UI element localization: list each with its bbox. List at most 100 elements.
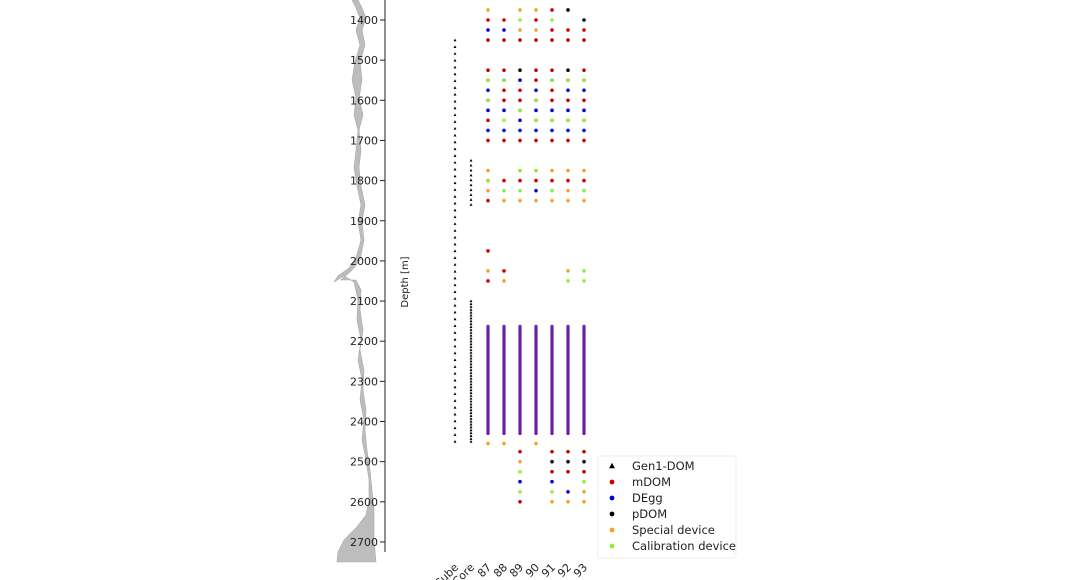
gen1-dom-marker <box>469 402 473 406</box>
calibration-device-marker <box>518 489 522 494</box>
device-point-layer <box>486 8 586 504</box>
calibration-device-marker <box>550 18 554 22</box>
y-axis-ticks: 1400 1500 1600 1700 1800 1900 2000 2100 2200 2300… <box>350 14 385 549</box>
degg-marker <box>518 118 522 123</box>
legend-marker <box>609 495 615 501</box>
y-tick-label: 1600 <box>350 94 378 107</box>
mdom-marker <box>518 38 522 42</box>
legend: Gen1-DOM mDOM DEgg pDOM Special device Calibr… <box>597 455 737 559</box>
gen1-dom-marker <box>453 181 457 185</box>
mdom-marker <box>518 500 522 504</box>
calibration-device-marker <box>534 98 538 103</box>
gen1-dom-marker <box>453 160 457 164</box>
legend-label: Special device <box>632 523 715 537</box>
calibration-device-marker <box>582 279 586 283</box>
gen1-dom-marker <box>469 163 473 167</box>
mdom-marker <box>502 68 506 72</box>
y-tick-label: 2300 <box>350 375 378 388</box>
y-tick-label: 2200 <box>350 335 378 348</box>
gen1-dom-marker <box>453 269 457 273</box>
gen1-dom-marker <box>453 412 457 416</box>
gen1-dom-marker <box>453 86 457 89</box>
calibration-device-marker <box>550 188 554 193</box>
gen1-dom-marker <box>453 167 457 171</box>
mdom-marker <box>582 68 586 72</box>
gen1-dom-marker <box>469 305 473 308</box>
gen1-dom-marker <box>469 319 473 323</box>
gen1-dom-marker <box>469 362 473 366</box>
calibration-device-marker <box>582 118 586 123</box>
gen1-dom-marker <box>469 322 473 326</box>
gen1-dom-marker <box>469 376 473 380</box>
y-tick-label: 2600 <box>350 496 378 509</box>
mdom-marker <box>518 178 522 183</box>
mdom-marker <box>534 78 538 83</box>
calibration-device-marker <box>486 78 490 83</box>
degg-marker <box>566 489 570 494</box>
pdom-marker <box>566 459 570 464</box>
degg-marker <box>550 108 554 113</box>
calibration-device-marker <box>518 18 522 22</box>
gen1-dom-marker <box>469 328 473 331</box>
y-tick-label: 1500 <box>350 54 378 67</box>
y-tick-label: 1900 <box>350 215 378 228</box>
mdom-marker <box>502 18 506 22</box>
mdom-marker <box>486 68 490 72</box>
mdom-marker <box>582 449 586 454</box>
gen1-dom-marker <box>453 337 457 341</box>
degg-marker <box>534 108 538 113</box>
legend-marker <box>609 543 615 549</box>
special-device-marker <box>486 8 490 12</box>
calibration-device-marker <box>534 118 538 123</box>
gen1-dom-marker <box>453 106 457 110</box>
calibration-device-marker <box>534 168 538 173</box>
special-device-marker <box>486 168 490 173</box>
degg-marker <box>582 108 586 113</box>
mdom-marker <box>582 28 586 32</box>
gen1-dom-marker <box>453 38 457 42</box>
legend-label: pDOM <box>632 507 667 521</box>
special-device-marker <box>518 459 522 464</box>
mdom-marker <box>566 178 570 183</box>
gen1-dom-marker <box>469 325 473 328</box>
mdom-marker <box>550 88 554 93</box>
gen1-dom-marker <box>453 331 457 334</box>
special-device-marker <box>550 168 554 173</box>
degg-marker <box>486 28 490 32</box>
calibration-device-marker <box>518 188 522 193</box>
legend-marker <box>609 479 615 485</box>
degg-marker <box>486 88 490 93</box>
gen1-dom-marker <box>453 392 457 396</box>
gen1-dom-marker <box>453 188 457 191</box>
mdom-marker <box>582 38 586 42</box>
calibration-device-marker <box>518 108 522 113</box>
legend-marker <box>609 511 615 517</box>
mdom-marker <box>550 68 554 72</box>
gen1-dom-marker <box>453 113 457 117</box>
mdom-marker <box>566 38 570 42</box>
gen1-dom-marker <box>453 439 457 443</box>
gen1-dom-marker <box>453 140 457 144</box>
mdom-marker <box>502 38 506 42</box>
gen1-dom-layer <box>453 38 473 443</box>
legend-marker <box>609 462 615 469</box>
degg-marker <box>566 128 570 133</box>
gen1-dom-marker <box>453 249 457 253</box>
special-device-marker <box>582 489 586 494</box>
gen1-dom-marker <box>453 290 457 293</box>
gen1-dom-marker <box>453 399 457 402</box>
calibration-device-marker <box>502 78 506 83</box>
special-device-marker <box>486 269 490 273</box>
mdom-marker <box>486 279 490 283</box>
x-tick-label: 93 <box>571 561 590 580</box>
gen1-dom-marker <box>453 358 457 362</box>
gen1-dom-marker <box>469 353 473 357</box>
gen1-dom-marker <box>469 431 473 435</box>
gen1-dom-marker <box>453 365 457 368</box>
mdom-marker <box>582 469 586 474</box>
mdom-marker <box>518 138 522 143</box>
gen1-dom-marker <box>453 256 457 259</box>
gen1-dom-marker <box>469 359 473 363</box>
mdom-marker <box>518 98 522 103</box>
degg-marker <box>518 128 522 133</box>
